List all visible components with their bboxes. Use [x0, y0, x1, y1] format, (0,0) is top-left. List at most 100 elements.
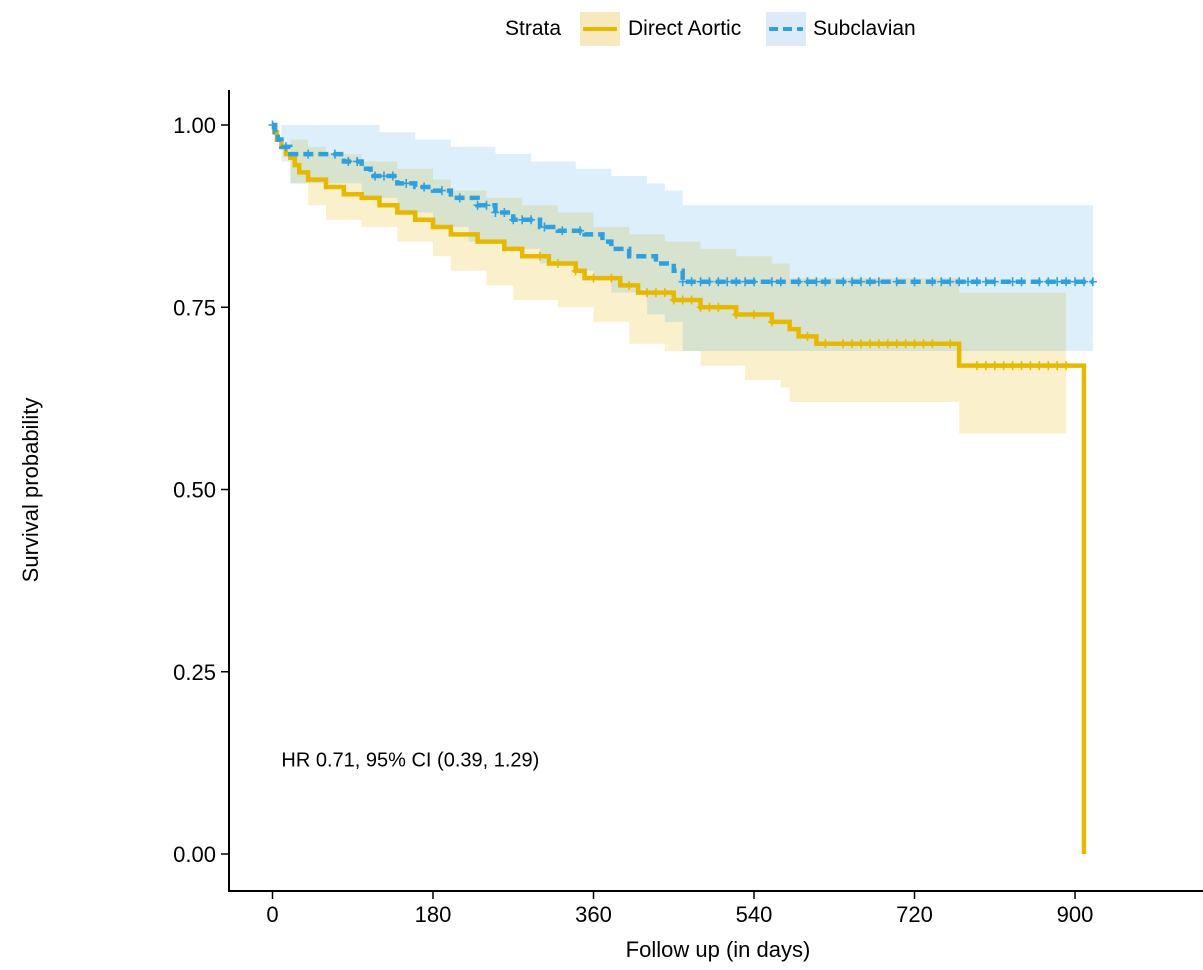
- censor-mark-subclavian: [1044, 277, 1053, 287]
- censor-mark-subclavian: [865, 277, 874, 287]
- censor-mark-direct-aortic: [1053, 361, 1062, 371]
- x-tick-label: 720: [896, 902, 933, 927]
- censor-mark-subclavian: [990, 277, 999, 287]
- censor-mark-subclavian: [1079, 277, 1088, 287]
- censor-mark-subclavian: [437, 186, 446, 196]
- censor-mark-direct-aortic: [678, 295, 687, 305]
- censor-mark-direct-aortic: [651, 288, 660, 298]
- censor-mark-subclavian: [732, 277, 741, 287]
- censor-mark-direct-aortic: [643, 288, 652, 298]
- censor-mark-direct-aortic: [919, 339, 928, 349]
- censor-mark-subclavian: [576, 226, 585, 236]
- censor-mark-direct-aortic: [1062, 361, 1071, 371]
- legend-label-subclavian: Subclavian: [813, 17, 916, 40]
- censor-mark-subclavian: [540, 222, 549, 232]
- censor-mark-direct-aortic: [990, 361, 999, 371]
- censor-mark-direct-aortic: [1026, 361, 1035, 371]
- censor-mark-direct-aortic: [767, 317, 776, 327]
- censor-mark-direct-aortic: [696, 302, 705, 312]
- censor-mark-direct-aortic: [883, 339, 892, 349]
- censor-mark-direct-aortic: [874, 339, 883, 349]
- censor-mark-subclavian: [839, 277, 848, 287]
- survival-curve-subclavian: [272, 122, 1093, 284]
- y-tick-label: 0.00: [173, 842, 216, 867]
- censor-mark-direct-aortic: [669, 295, 678, 305]
- censor-mark-subclavian: [696, 277, 705, 287]
- censor-mark-subclavian: [874, 277, 883, 287]
- x-tick-label: 0: [266, 902, 278, 927]
- censor-mark-subclavian: [946, 277, 955, 287]
- censor-mark-subclavian: [518, 215, 527, 225]
- confidence-band-subclavian: [272, 125, 1093, 351]
- censor-mark-subclavian: [705, 277, 714, 287]
- censor-mark-subclavian: [972, 277, 981, 287]
- x-tick-label: 180: [415, 902, 452, 927]
- censor-mark-subclavian: [268, 120, 277, 130]
- x-axis-title: Follow up (in days): [626, 937, 811, 962]
- censor-mark-direct-aortic: [750, 310, 759, 320]
- censor-mark-direct-aortic: [821, 339, 830, 349]
- y-tick-label: 0.50: [173, 478, 216, 503]
- x-tick-label: 540: [736, 902, 773, 927]
- censor-mark-subclavian: [741, 277, 750, 287]
- x-tick-label: 900: [1057, 902, 1094, 927]
- y-tick-label: 0.25: [173, 660, 216, 685]
- censor-mark-subclavian: [1035, 277, 1044, 287]
- censor-mark-subclavian: [1062, 277, 1071, 287]
- censor-mark-subclavian: [812, 277, 821, 287]
- censor-mark-subclavian: [678, 277, 687, 287]
- censor-mark-subclavian: [371, 171, 380, 181]
- censor-mark-subclavian: [304, 149, 313, 159]
- hazard-ratio-annotation: HR 0.71, 95% CI (0.39, 1.29): [281, 750, 539, 772]
- censor-mark-direct-aortic: [553, 259, 562, 269]
- censor-mark-direct-aortic: [928, 339, 937, 349]
- censor-marks: [268, 120, 1097, 371]
- censor-mark-subclavian: [1071, 277, 1080, 287]
- censor-mark-subclavian: [509, 215, 518, 225]
- censor-mark-direct-aortic: [1017, 361, 1026, 371]
- censor-mark-direct-aortic: [660, 288, 669, 298]
- y-tick-label: 0.75: [173, 295, 216, 320]
- censor-mark-subclavian: [402, 178, 411, 188]
- censor-mark-subclavian: [353, 156, 362, 166]
- censor-mark-subclavian: [687, 277, 696, 287]
- censor-mark-direct-aortic: [1044, 361, 1053, 371]
- censor-mark-subclavian: [491, 207, 500, 217]
- censor-mark-direct-aortic: [1035, 361, 1044, 371]
- censor-mark-subclavian: [928, 277, 937, 287]
- censor-mark-subclavian: [1008, 277, 1017, 287]
- censor-mark-direct-aortic: [999, 361, 1008, 371]
- censor-mark-direct-aortic: [865, 339, 874, 349]
- censor-mark-direct-aortic: [892, 339, 901, 349]
- censor-mark-subclavian: [981, 277, 990, 287]
- censor-mark-direct-aortic: [857, 339, 866, 349]
- censor-mark-subclavian: [482, 200, 491, 210]
- censor-mark-subclavian: [750, 277, 759, 287]
- censor-mark-subclavian: [714, 277, 723, 287]
- censor-mark-subclavian: [281, 142, 290, 152]
- survival-curves: [272, 122, 1093, 854]
- censor-mark-subclavian: [388, 171, 397, 181]
- censor-mark-subclavian: [1053, 277, 1062, 287]
- censor-mark-direct-aortic: [910, 339, 919, 349]
- censor-mark-subclavian: [794, 277, 803, 287]
- survival-curve-direct-aortic: [272, 122, 1087, 854]
- censor-mark-direct-aortic: [571, 266, 580, 276]
- censor-mark-subclavian: [892, 277, 901, 287]
- censor-mark-subclavian: [776, 277, 785, 287]
- confidence-bands: [272, 125, 1093, 434]
- censor-mark-subclavian: [473, 200, 482, 210]
- censor-mark-subclavian: [1088, 277, 1097, 287]
- censor-mark-direct-aortic: [946, 339, 955, 349]
- x-tick-label: 360: [575, 902, 612, 927]
- censor-mark-direct-aortic: [803, 331, 812, 341]
- censor-mark-subclavian: [723, 277, 732, 287]
- censor-mark-subclavian: [964, 277, 973, 287]
- censor-mark-subclavian: [558, 226, 567, 236]
- censor-mark-subclavian: [955, 277, 964, 287]
- censor-mark-subclavian: [420, 182, 429, 192]
- censor-mark-direct-aortic: [732, 310, 741, 320]
- censor-mark-subclavian: [455, 193, 464, 203]
- censor-mark-subclavian: [1017, 277, 1026, 287]
